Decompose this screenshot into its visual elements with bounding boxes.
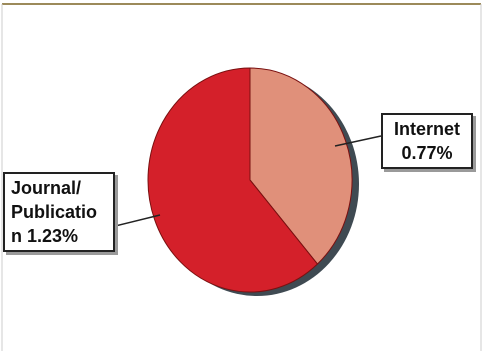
internet-leader-line xyxy=(334,135,382,147)
pie-slice-internet xyxy=(249,67,353,265)
journal-slice-label: Journal/ Publicatio n 1.23% xyxy=(3,172,115,252)
pie-slice-journal-publication xyxy=(147,67,319,293)
internet-slice-label: Internet 0.77% xyxy=(381,113,473,169)
